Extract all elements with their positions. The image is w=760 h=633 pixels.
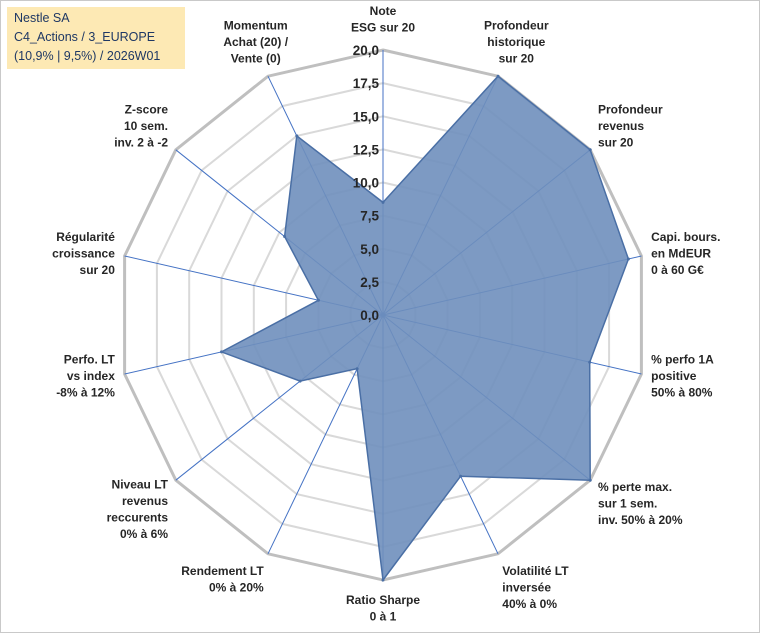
axis-label-line: ESG sur 20	[351, 21, 415, 35]
axis-label-line: -8% à 12%	[56, 385, 115, 399]
axis-label-line: Capi. bours.	[651, 230, 720, 244]
axis-label-line: croissance	[52, 247, 115, 261]
data-point	[588, 478, 592, 482]
radial-tick-labels: 0,0 2,5 5,0 7,5 10,0 12,5 15,0 17,5 20,0	[353, 43, 380, 323]
axis-label: Niveau LT revenus reccurents 0% à 6%	[107, 478, 169, 541]
data-point	[496, 74, 500, 78]
data-point	[220, 350, 223, 354]
axis-label-line: sur 20	[499, 52, 535, 66]
data-point	[626, 257, 630, 261]
category-label: C4_Actions / 3_EUROPE	[14, 30, 156, 44]
axis-label-line: positive	[651, 369, 697, 383]
data-point	[588, 148, 592, 152]
axis-label-line: sur 20	[80, 263, 116, 277]
axis-label-line: en MdEUR	[651, 247, 711, 261]
axis-label-line: sur 20	[598, 136, 634, 150]
axis-label: Note ESG sur 20	[351, 4, 415, 35]
axis-label-line: inv. 50% à 20%	[598, 513, 683, 527]
data-point	[283, 235, 287, 238]
tick-label: 20,0	[353, 43, 379, 58]
axis-label: Régularité croissance sur 20	[52, 230, 115, 277]
axis-label-line: vs index	[67, 369, 115, 383]
axis-label-line: inversée	[502, 580, 551, 594]
data-point	[298, 379, 302, 383]
axis-label-line: Ratio Sharpe	[346, 593, 420, 607]
axis-label-line: Momentum	[224, 19, 288, 33]
axis-label: % perte max. sur 1 sem. inv. 50% à 20%	[598, 480, 683, 527]
axis-label-line: revenus	[122, 494, 168, 508]
axis-label-line: 0 à 60 G€	[651, 263, 704, 277]
axis-label-line: Achat (20) /	[223, 35, 288, 49]
axis-label: % perfo 1A positive 50% à 80%	[651, 352, 714, 399]
data-point	[588, 360, 592, 364]
axis-label: Z-score 10 sem. inv. 2 à -2	[114, 103, 168, 150]
axis-label-line: Régularité	[56, 230, 115, 244]
axis-label-line: Note	[370, 4, 397, 18]
axis-label-line: Profondeur	[598, 103, 663, 117]
company-name: Nestle SA	[14, 11, 70, 25]
radar-series	[219, 74, 630, 582]
tick-label: 10,0	[353, 176, 379, 191]
axis-label: Momentum Achat (20) / Vente (0)	[223, 19, 288, 66]
tick-label: 2,5	[360, 275, 379, 290]
tick-label: 15,0	[353, 109, 379, 124]
detail-label: (10,9% | 9,5%) / 2026W01	[14, 49, 161, 63]
tick-label: 5,0	[360, 242, 379, 257]
axis-label-line: 40% à 0%	[502, 597, 557, 611]
axis-label: Profondeur historique sur 20	[484, 19, 549, 66]
axis-label-line: Vente (0)	[231, 52, 281, 66]
axis-label-line: Rendement LT	[181, 564, 264, 578]
axis-label-line: % perte max.	[598, 480, 672, 494]
data-point	[295, 134, 299, 138]
axis-label-line: revenus	[598, 119, 644, 133]
axis-label-line: Z-score	[125, 103, 169, 117]
axis-label-line: Volatilité LT	[502, 564, 569, 578]
tick-label: 17,5	[353, 76, 380, 91]
axis-label: Ratio Sharpe 0 à 1	[346, 593, 420, 624]
axis-label-line: 10 sem.	[124, 119, 168, 133]
axis-label-line: Niveau LT	[112, 478, 169, 492]
axis-label-line: reccurents	[107, 511, 169, 525]
tick-label: 7,5	[360, 209, 379, 224]
data-point	[316, 298, 320, 302]
axis-label-line: % perfo 1A	[651, 352, 714, 366]
data-point	[459, 474, 463, 478]
axis-label-line: 0 à 1	[370, 610, 397, 624]
axis-label: Perfo. LT vs index -8% à 12%	[56, 352, 115, 399]
axis-label: Volatilité LT inversée 40% à 0%	[502, 564, 569, 611]
axis-label-line: historique	[487, 35, 545, 49]
data-point	[381, 578, 385, 582]
axis-label: Profondeur revenus sur 20	[598, 103, 663, 150]
data-point	[355, 367, 359, 371]
axis-label-line: sur 1 sem.	[598, 497, 657, 511]
axis-label-line: 0% à 20%	[209, 580, 264, 594]
series-area	[219, 75, 630, 582]
axis-label: Capi. bours. en MdEUR 0 à 60 G€	[651, 230, 720, 277]
data-point	[381, 200, 385, 204]
axis-label-line: Perfo. LT	[64, 352, 116, 366]
axis-labels: Note ESG sur 20 Profondeur historique sur 20…	[52, 4, 720, 624]
axis-label-line: 0% à 6%	[120, 527, 168, 541]
axis-label-line: Profondeur	[484, 19, 549, 33]
axis-label-line: 50% à 80%	[651, 385, 713, 399]
axis-label: Rendement LT 0% à 20%	[181, 564, 264, 595]
tick-label: 12,5	[353, 142, 380, 157]
tick-label: 0,0	[360, 308, 379, 323]
info-box: Nestle SA C4_Actions / 3_EUROPE (10,9% |…	[7, 7, 185, 69]
axis-label-line: inv. 2 à -2	[114, 136, 168, 150]
